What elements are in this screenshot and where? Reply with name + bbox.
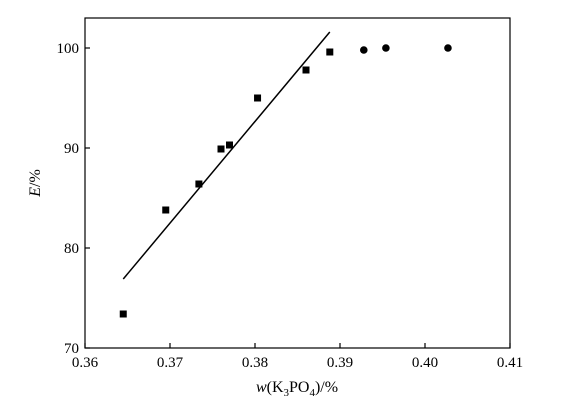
x-tick-label: 0.36 [72, 355, 99, 371]
x-tick-label: 0.38 [242, 355, 268, 371]
square-marker [302, 66, 310, 74]
x-tick-label: 0.37 [157, 355, 184, 371]
square-marker [119, 310, 127, 318]
x-tick-label: 0.39 [327, 355, 353, 371]
plot-frame [84, 17, 511, 349]
square-marker [162, 206, 170, 214]
square-marker [195, 180, 203, 188]
y-tick-label: 70 [64, 341, 79, 357]
circle-marker [444, 44, 452, 52]
x-axis-ticks: 0.36 0.37 0.38 0.39 0.40 0.41 [72, 343, 523, 371]
y-tick-label: 90 [64, 141, 79, 157]
x-axis-label: w(K3PO4)/% [256, 379, 338, 399]
square-marker [226, 141, 233, 149]
circle-marker [360, 46, 368, 54]
x-tick-label: 0.41 [497, 355, 523, 371]
circle-marker [382, 44, 390, 52]
y-tick-label: 100 [57, 41, 80, 57]
y-axis-label: E/% [27, 169, 44, 198]
y-tick-label: 80 [64, 241, 79, 257]
fit-line [122, 31, 331, 280]
square-marker [217, 145, 225, 153]
y-axis-ticks: 70 80 90 100 [57, 41, 90, 357]
square-marker [326, 48, 334, 56]
data-markers [119, 44, 452, 318]
x-tick-label: 0.40 [412, 355, 438, 371]
square-marker [254, 94, 262, 102]
